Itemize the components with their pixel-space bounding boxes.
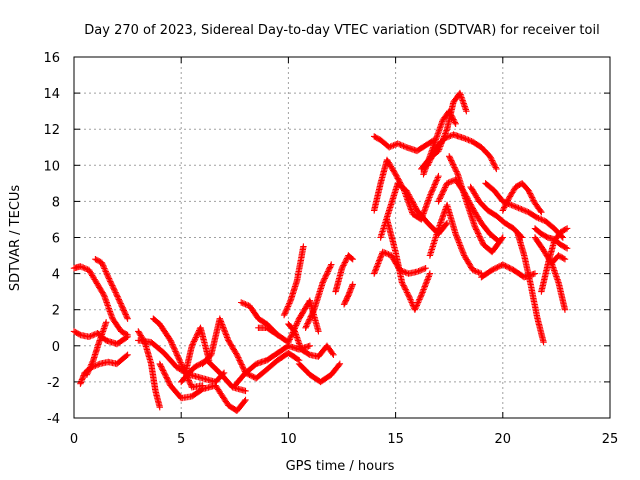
y-tick-label: 16 <box>43 51 60 66</box>
x-tick-label: 10 <box>280 432 297 447</box>
marker-trace <box>424 131 500 173</box>
y-tick-label: -2 <box>47 376 60 391</box>
y-tick-label: 10 <box>43 159 60 174</box>
x-tick-label: 20 <box>495 432 512 447</box>
marker-trace <box>280 243 307 319</box>
series-arc23 <box>371 133 438 155</box>
series-arc35 <box>482 180 567 241</box>
y-tick-label: 6 <box>52 232 60 247</box>
marker-trace <box>548 252 569 266</box>
series-arc2 <box>70 328 131 348</box>
series-arc16 <box>242 349 303 382</box>
data-markers <box>70 89 571 414</box>
marker-trace <box>531 225 571 252</box>
series-arc41 <box>531 225 571 252</box>
marker-trace <box>199 315 249 377</box>
series-arc12 <box>199 315 249 377</box>
series-arc4 <box>92 256 131 322</box>
marker-trace <box>446 153 506 256</box>
marker-trace <box>70 328 131 348</box>
marker-trace <box>295 360 344 386</box>
marker-trace <box>242 349 303 382</box>
y-tick-label: 2 <box>52 304 60 319</box>
series-arc7 <box>150 315 206 391</box>
y-tick-label: 8 <box>52 195 60 210</box>
axis-ticks: 0 5 10 15 20 25 -4 -2 0 2 4 6 8 10 12 14 16 <box>43 51 618 447</box>
x-tick-label: 25 <box>602 432 619 447</box>
marker-trace <box>182 324 213 377</box>
marker-trace <box>83 319 110 378</box>
series-arc37 <box>499 180 545 216</box>
series-arc27 <box>383 216 434 313</box>
series-arc32 <box>426 201 485 277</box>
marker-trace <box>467 183 526 241</box>
y-tick-label: 14 <box>43 87 60 102</box>
y-tick-label: 12 <box>43 123 60 138</box>
series-arc1 <box>70 263 131 339</box>
y-tick-label: 0 <box>52 340 60 355</box>
y-axis-label: SDTVAR / TECUs <box>8 185 23 292</box>
marker-trace <box>332 252 356 295</box>
series-arc38 <box>514 230 547 346</box>
marker-trace <box>482 180 567 241</box>
series-arc19 <box>302 261 335 331</box>
x-tick-label: 15 <box>387 432 404 447</box>
marker-trace <box>150 315 206 391</box>
series-arc21 <box>332 252 356 295</box>
series-arc17 <box>285 320 337 360</box>
y-tick-label: 4 <box>52 268 60 283</box>
series-arc34 <box>467 183 526 241</box>
series-arc11 <box>182 324 213 377</box>
marker-trace <box>371 133 438 155</box>
marker-trace <box>70 263 131 339</box>
series-arc42 <box>548 252 569 266</box>
series-arc5 <box>83 319 110 378</box>
series-arc20 <box>280 243 307 319</box>
marker-trace <box>383 216 434 313</box>
x-tick-label: 5 <box>177 432 185 447</box>
marker-trace <box>514 230 547 346</box>
marker-trace <box>426 201 485 277</box>
marker-trace <box>340 281 356 308</box>
marker-trace <box>156 360 249 414</box>
marker-trace <box>285 320 337 360</box>
x-tick-label: 0 <box>70 432 78 447</box>
y-tick-label: -4 <box>47 412 60 427</box>
chart-title: Day 270 of 2023, Sidereal Day-to-day VTE… <box>84 23 599 38</box>
x-axis-label: GPS time / hours <box>286 459 395 474</box>
series-arc18 <box>295 360 344 386</box>
marker-trace <box>302 261 335 331</box>
marker-trace <box>92 256 131 322</box>
series-arc9 <box>156 360 249 414</box>
series-arc22 <box>340 281 356 308</box>
series-arc33 <box>446 153 506 256</box>
series-arc30 <box>424 131 500 173</box>
marker-trace <box>499 180 545 216</box>
